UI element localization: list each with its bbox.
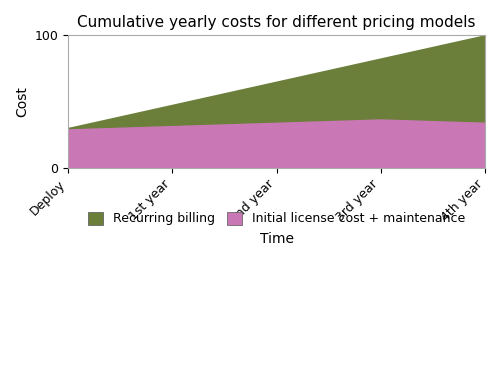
Y-axis label: Cost: Cost [15,86,29,117]
X-axis label: Time: Time [260,231,294,245]
Legend: Recurring billing, Initial license cost + maintenance: Recurring billing, Initial license cost … [82,207,470,230]
Title: Cumulative yearly costs for different pricing models: Cumulative yearly costs for different pr… [78,15,476,30]
